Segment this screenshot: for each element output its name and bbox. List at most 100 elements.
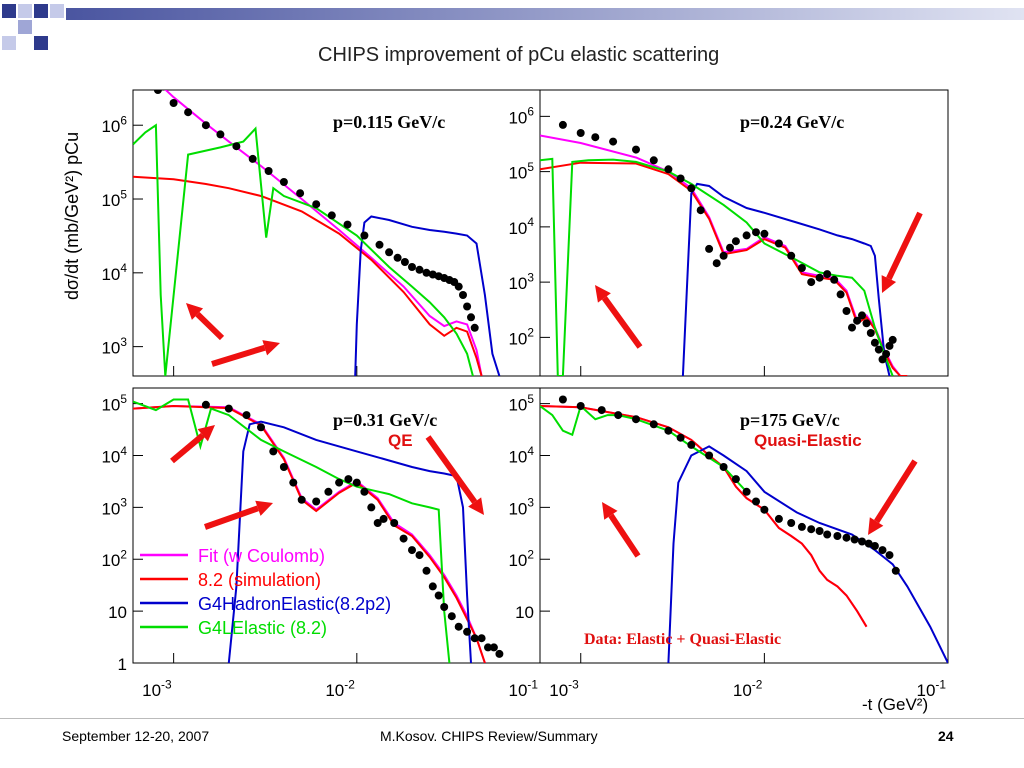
data-point bbox=[833, 532, 842, 540]
data-point bbox=[232, 142, 241, 151]
data-point bbox=[705, 244, 714, 253]
y-tick-label: 1 bbox=[118, 655, 127, 674]
arrow-head bbox=[255, 500, 273, 516]
arrow-shaft bbox=[874, 459, 918, 524]
data-point bbox=[269, 447, 278, 456]
corner-square-light-4 bbox=[2, 36, 16, 50]
data-point bbox=[830, 275, 839, 284]
data-point bbox=[597, 406, 606, 415]
data-point bbox=[787, 519, 796, 527]
data-point bbox=[558, 120, 567, 129]
red-arrow-6 bbox=[204, 500, 273, 530]
data-point bbox=[242, 411, 251, 420]
arrow-shaft bbox=[204, 505, 259, 530]
series-g4lelastic-8-2 bbox=[133, 398, 451, 663]
data-point bbox=[375, 240, 384, 249]
panel-title: p=175 GeV/c bbox=[740, 410, 840, 430]
red-arrow-4 bbox=[881, 211, 923, 293]
arrow-shaft bbox=[195, 312, 225, 341]
corner-square-dark-2 bbox=[34, 4, 48, 18]
data-point bbox=[797, 264, 806, 272]
data-point bbox=[169, 99, 178, 107]
data-point bbox=[576, 402, 585, 410]
data-point bbox=[352, 478, 361, 487]
data-point bbox=[815, 273, 824, 282]
data-point bbox=[360, 231, 369, 240]
red-arrow-1 bbox=[186, 303, 225, 341]
data-point bbox=[591, 133, 600, 142]
data-point bbox=[797, 522, 806, 531]
x-tick-label: 10-3 bbox=[549, 677, 579, 700]
page-number: 24 bbox=[938, 728, 954, 744]
data-point bbox=[719, 251, 728, 260]
data-point bbox=[224, 404, 233, 413]
data-point bbox=[415, 551, 424, 560]
data-point bbox=[712, 259, 721, 268]
data-point bbox=[184, 108, 193, 117]
data-point bbox=[878, 546, 887, 555]
y-tick-label: 10 bbox=[108, 603, 127, 622]
data-point bbox=[335, 478, 344, 487]
plot-area bbox=[133, 90, 501, 376]
legend-label-g4hadronelastic-8-2p2: G4HadronElastic(8.2p2) bbox=[198, 594, 391, 614]
panel-2: 102 103 104 105 106 p=0.24 GeV/c bbox=[508, 89, 949, 377]
series-g4lelastic-8-2 bbox=[540, 157, 894, 376]
legend-label-fit-w-coulomb: Fit (w Coulomb) bbox=[198, 546, 325, 566]
corner-square-dark-1 bbox=[2, 4, 16, 18]
arrow-head bbox=[186, 303, 204, 320]
y-tick-label: 106 bbox=[101, 114, 127, 137]
data-annotation: Data: Elastic + Quasi-Elastic bbox=[584, 631, 781, 648]
y-tick-label: 102 bbox=[508, 548, 534, 571]
data-point bbox=[470, 323, 479, 332]
data-point bbox=[440, 603, 449, 611]
data-point bbox=[422, 268, 431, 277]
data-point bbox=[885, 551, 894, 560]
y-tick-label: 104 bbox=[101, 444, 127, 467]
data-point bbox=[201, 400, 210, 409]
red-arrow-9 bbox=[868, 459, 918, 535]
data-point bbox=[687, 440, 696, 449]
data-point bbox=[153, 90, 162, 94]
plot-area bbox=[133, 398, 504, 663]
x-tick-label: 10-2 bbox=[325, 677, 355, 700]
data-point bbox=[400, 258, 409, 266]
data-point bbox=[264, 167, 273, 175]
arrow-shaft bbox=[425, 435, 478, 504]
data-point bbox=[836, 290, 845, 299]
data-point bbox=[870, 542, 879, 550]
data-point bbox=[842, 307, 851, 315]
footer-date: September 12-20, 2007 bbox=[62, 728, 210, 744]
panel-title: p=0.24 GeV/c bbox=[740, 112, 844, 132]
data-point bbox=[408, 263, 416, 271]
slide-title: CHIPS improvement of pCu elastic scatter… bbox=[318, 44, 720, 66]
data-point bbox=[296, 189, 305, 198]
y-tick-label: 104 bbox=[101, 261, 127, 284]
data-point bbox=[558, 395, 567, 404]
red-arrow-5 bbox=[170, 425, 215, 464]
arrow-head bbox=[881, 275, 897, 293]
data-point bbox=[823, 530, 832, 539]
arrow-head bbox=[602, 502, 618, 520]
data-point bbox=[390, 519, 399, 527]
data-point bbox=[489, 643, 498, 652]
data-point bbox=[447, 612, 456, 621]
data-point bbox=[731, 475, 740, 484]
data-point bbox=[297, 495, 306, 504]
data-point bbox=[463, 627, 472, 636]
y-tick-label: 105 bbox=[101, 392, 127, 415]
data-point bbox=[216, 130, 225, 139]
data-point bbox=[477, 634, 486, 643]
footer-rule bbox=[0, 718, 1024, 719]
panel-title: p=0.31 GeV/c bbox=[333, 410, 437, 430]
data-point bbox=[459, 291, 467, 299]
data-point bbox=[467, 313, 475, 322]
data-point bbox=[752, 497, 760, 506]
data-point bbox=[649, 420, 658, 429]
panel-4: 10 102 103 104 105 10-3 10-2 10-1 p=175 GeV/c -t … bbox=[508, 387, 949, 714]
legend-label-8-2-simulation: 8.2 (simulation) bbox=[198, 570, 321, 590]
data-point bbox=[373, 519, 382, 527]
data-point bbox=[664, 426, 673, 435]
data-point bbox=[248, 154, 257, 163]
arrow-shaft bbox=[601, 296, 643, 349]
data-point bbox=[696, 206, 705, 215]
